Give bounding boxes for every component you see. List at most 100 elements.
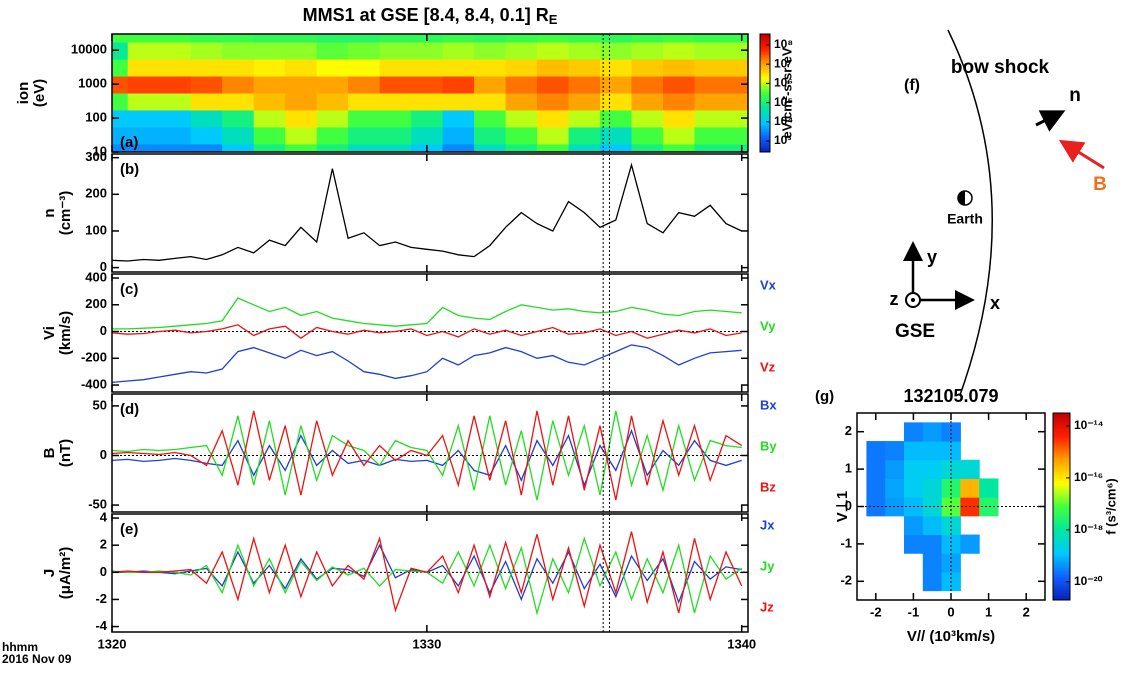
- colorbar-step: [1053, 448, 1070, 451]
- x-axis-label: 2016 Nov 09: [2, 652, 72, 666]
- legend-label: Vz: [760, 359, 776, 374]
- heat-cell: [316, 34, 349, 43]
- heat-cell: [537, 126, 570, 145]
- colorbar-step: [1053, 434, 1070, 437]
- colorbar-step: [1053, 441, 1070, 444]
- colorbar-step: [760, 64, 770, 67]
- series-line: [112, 297, 742, 330]
- colorbar-step: [1053, 513, 1070, 517]
- heat-cell: [316, 42, 349, 60]
- colorbar-step: [760, 106, 770, 109]
- heat-cell: [922, 478, 943, 498]
- legend-label: Bz: [760, 479, 776, 494]
- colorbar-step: [760, 67, 770, 70]
- colorbar-step: [760, 116, 770, 119]
- colorbar-step: [760, 45, 770, 48]
- colorbar-step: [760, 53, 770, 56]
- colorbar-step: [760, 41, 770, 44]
- colorbar-step: [1053, 457, 1070, 461]
- heat-cell: [505, 34, 538, 43]
- y-tick-label: 100: [85, 110, 107, 125]
- heat-cell: [866, 478, 886, 498]
- heat-cell: [725, 143, 748, 152]
- heat-cell: [631, 76, 664, 94]
- colorbar-step: [760, 143, 770, 146]
- colorbar-step: [760, 137, 770, 140]
- title-text: 132105.079: [903, 386, 998, 406]
- heat-cell: [253, 109, 286, 128]
- panel-label: (c): [120, 281, 138, 298]
- colorbar-label: eV/cm²-s-sr-eV: [779, 47, 794, 138]
- heat-cell: [222, 76, 255, 94]
- colorbar-step: [1053, 543, 1070, 547]
- colorbar-step: [760, 51, 770, 54]
- heat-cell: [411, 59, 444, 77]
- heat-cell: [725, 109, 748, 128]
- heat-cell: [285, 42, 318, 60]
- frame-label: GSE: [895, 321, 935, 342]
- x-tick-label: -2: [870, 604, 882, 619]
- heat-cell: [885, 478, 905, 498]
- heat-cell: [112, 34, 129, 43]
- heat-cell: [159, 42, 192, 60]
- colorbar-step: [760, 144, 770, 147]
- heat-cell: [442, 126, 475, 145]
- heat-cell: [725, 42, 748, 60]
- legend-label: Jy: [760, 558, 775, 573]
- heat-cell: [694, 93, 727, 111]
- colorbar-step: [760, 135, 770, 138]
- colorbar-step: [1053, 595, 1070, 599]
- x-tick-label: -1: [908, 604, 920, 619]
- heat-cell: [379, 109, 412, 128]
- colorbar-tick-label: 10⁻²⁰: [1074, 574, 1103, 588]
- heat-cell: [537, 76, 570, 94]
- heat-cell: [537, 42, 570, 60]
- heat-cell: [505, 93, 538, 111]
- y-tick-label: 0: [100, 259, 107, 274]
- heat-cell: [568, 34, 601, 43]
- x-axis-label: V// (10³km/s): [907, 628, 995, 645]
- heat-cell: [474, 109, 507, 128]
- series-line: [112, 543, 742, 605]
- frame: [111, 153, 749, 273]
- series-line: [112, 410, 742, 501]
- heat-cell: [379, 126, 412, 145]
- heat-cell: [694, 143, 727, 152]
- bow-shock-curve: [947, 29, 993, 396]
- heat-cell: [600, 42, 633, 60]
- colorbar-step: [1053, 581, 1070, 585]
- colorbar-step: [1053, 485, 1070, 489]
- heat-cell: [960, 478, 980, 498]
- heat-cell: [922, 422, 943, 442]
- colorbar-step: [1053, 438, 1070, 442]
- colorbar-step: [1053, 555, 1070, 559]
- colorbar-step: [1053, 420, 1070, 423]
- heat-cell: [537, 143, 570, 152]
- colorbar-step: [760, 81, 770, 84]
- colorbar-step: [760, 39, 770, 42]
- heat-cell: [979, 497, 999, 517]
- legend-label: Bx: [760, 397, 777, 412]
- heat-cell: [694, 34, 727, 43]
- panel-label: (e): [120, 521, 138, 538]
- heat-cell: [662, 34, 695, 43]
- y-tick-label: 200: [85, 296, 107, 311]
- y-tick-label: 0: [845, 498, 852, 513]
- colorbar-step: [760, 78, 770, 81]
- heat-cell: [631, 42, 664, 60]
- colorbar-step: [1053, 532, 1070, 536]
- heat-cell: [505, 59, 538, 77]
- colorbar-step: [760, 54, 770, 57]
- colorbar-step: [1053, 541, 1070, 545]
- heat-cell: [631, 93, 664, 111]
- heat-cell: [725, 126, 748, 145]
- heat-cell: [127, 34, 160, 43]
- colorbar-step: [760, 82, 770, 85]
- heat-cell: [866, 441, 886, 461]
- colorbar-step: [1053, 471, 1070, 475]
- colorbar-step: [1053, 574, 1070, 578]
- heat-cell: [904, 515, 924, 536]
- heat-cell: [348, 126, 381, 145]
- heat-cell: [316, 143, 349, 152]
